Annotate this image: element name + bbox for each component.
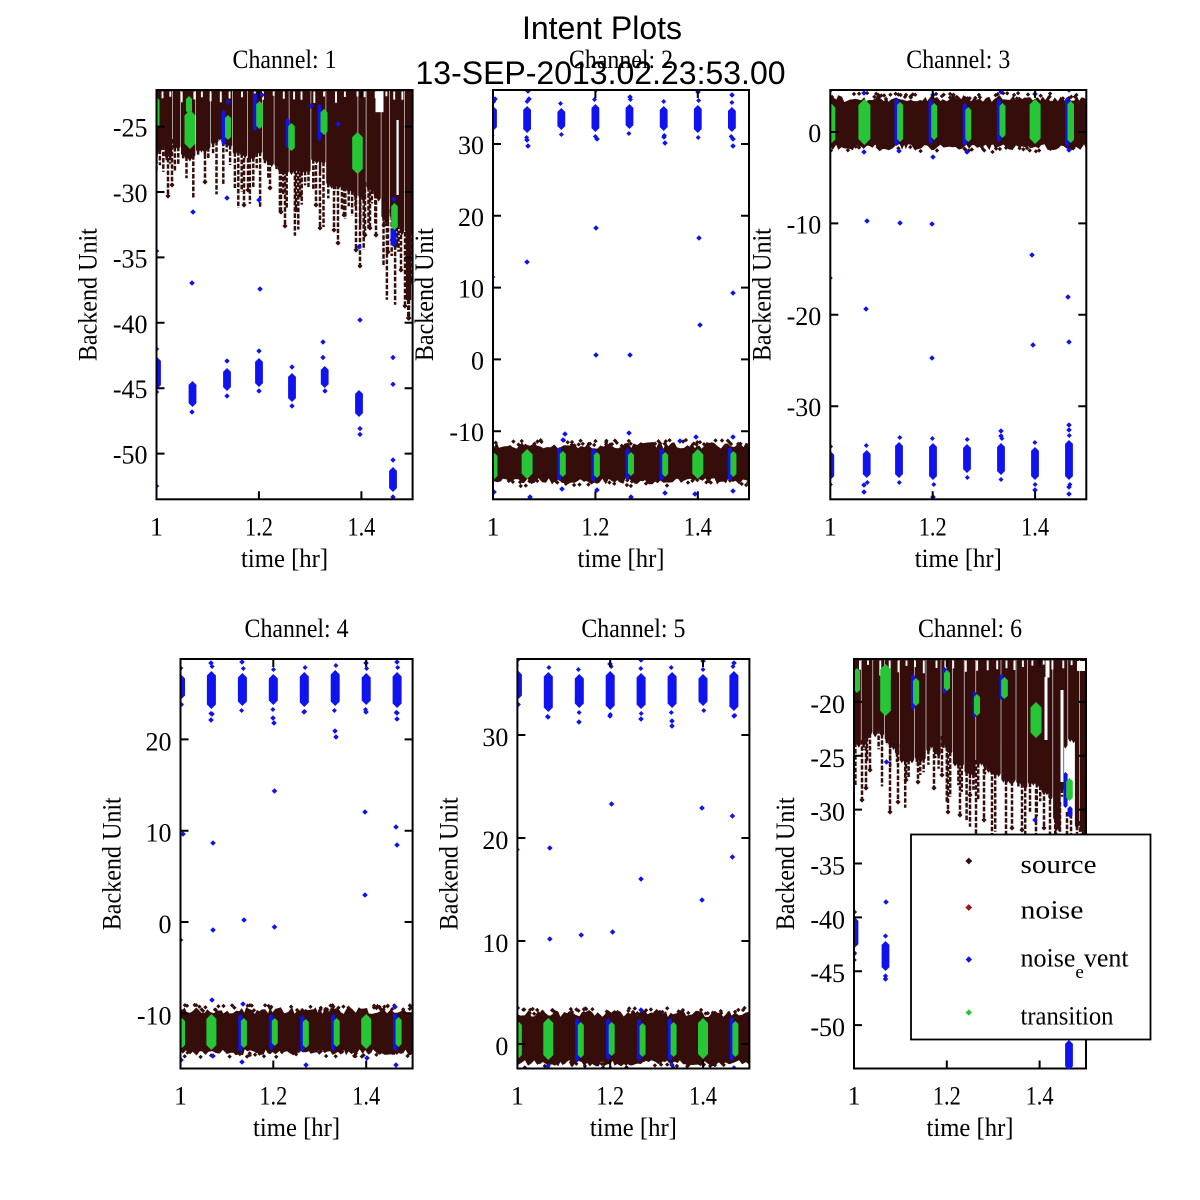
svg-text:-30: -30 xyxy=(810,798,845,827)
svg-text:1: 1 xyxy=(848,1082,861,1111)
svg-text:time [hr]: time [hr] xyxy=(927,1113,1014,1142)
svg-text:1: 1 xyxy=(487,512,500,541)
svg-text:-45: -45 xyxy=(810,959,845,988)
svg-text:time [hr]: time [hr] xyxy=(241,544,328,573)
svg-text:-40: -40 xyxy=(113,310,148,339)
svg-text:1.2: 1.2 xyxy=(933,1082,961,1111)
svg-text:1.2: 1.2 xyxy=(259,1082,287,1111)
svg-text:1.4: 1.4 xyxy=(1026,1082,1054,1111)
svg-text:-10: -10 xyxy=(137,1001,172,1030)
svg-text:-35: -35 xyxy=(810,852,845,881)
svg-text:1: 1 xyxy=(150,512,163,541)
svg-text:1.2: 1.2 xyxy=(581,512,609,541)
svg-text:Channel: 1: Channel: 1 xyxy=(233,45,337,74)
svg-text:1.2: 1.2 xyxy=(245,512,273,541)
svg-text:time [hr]: time [hr] xyxy=(253,1113,340,1142)
svg-text:-30: -30 xyxy=(113,179,148,208)
svg-text:10: 10 xyxy=(146,819,172,848)
svg-text:20: 20 xyxy=(458,203,484,232)
svg-text:0: 0 xyxy=(471,346,484,375)
svg-text:20: 20 xyxy=(482,826,508,855)
svg-text:1.4: 1.4 xyxy=(684,512,712,541)
svg-text:-20: -20 xyxy=(787,302,822,331)
svg-text:Channel: 4: Channel: 4 xyxy=(245,614,349,643)
svg-text:-45: -45 xyxy=(113,375,148,404)
svg-text:13-SEP-2013.02.23:53.00: 13-SEP-2013.02.23:53.00 xyxy=(415,55,785,91)
svg-text:Backend Unit: Backend Unit xyxy=(410,227,439,361)
svg-text:-20: -20 xyxy=(810,690,845,719)
svg-text:Backend Unit: Backend Unit xyxy=(98,797,127,931)
svg-text:noise: noise xyxy=(1021,896,1084,925)
svg-text:Channel: 3: Channel: 3 xyxy=(906,45,1010,74)
svg-text:-35: -35 xyxy=(113,244,148,273)
svg-text:1.2: 1.2 xyxy=(596,1082,624,1111)
svg-text:time [hr]: time [hr] xyxy=(590,1113,677,1142)
svg-text:Channel: 5: Channel: 5 xyxy=(581,614,685,643)
svg-text:time [hr]: time [hr] xyxy=(915,544,1002,573)
svg-text:Backend Unit: Backend Unit xyxy=(434,797,463,931)
svg-text:-30: -30 xyxy=(787,393,822,422)
svg-text:1.4: 1.4 xyxy=(1021,512,1049,541)
svg-text:-25: -25 xyxy=(113,114,148,143)
svg-text:Backend Unit: Backend Unit xyxy=(747,227,776,361)
svg-text:Intent Plots: Intent Plots xyxy=(522,10,682,46)
svg-text:-25: -25 xyxy=(810,744,845,773)
svg-text:Backend Unit: Backend Unit xyxy=(74,227,103,361)
svg-text:Channel: 6: Channel: 6 xyxy=(918,614,1022,643)
svg-text:time [hr]: time [hr] xyxy=(578,544,665,573)
svg-text:-10: -10 xyxy=(787,210,822,239)
svg-text:1.4: 1.4 xyxy=(689,1082,717,1111)
svg-text:0: 0 xyxy=(495,1032,508,1061)
svg-text:10: 10 xyxy=(482,929,508,958)
svg-text:1: 1 xyxy=(511,1082,524,1111)
svg-text:-10: -10 xyxy=(449,418,484,447)
svg-text:1: 1 xyxy=(824,512,837,541)
svg-text:30: 30 xyxy=(482,723,508,752)
svg-text:Channel: 2: Channel: 2 xyxy=(569,45,673,74)
svg-text:source: source xyxy=(1021,850,1097,879)
svg-text:Backend Unit: Backend Unit xyxy=(771,797,800,931)
svg-text:1.2: 1.2 xyxy=(919,512,947,541)
svg-text:10: 10 xyxy=(458,275,484,304)
svg-text:20: 20 xyxy=(146,727,172,756)
svg-text:-40: -40 xyxy=(810,905,845,934)
svg-text:-50: -50 xyxy=(810,1013,845,1042)
svg-text:1.4: 1.4 xyxy=(352,1082,380,1111)
svg-text:0: 0 xyxy=(808,119,821,148)
svg-text:-50: -50 xyxy=(113,441,148,470)
svg-text:1.4: 1.4 xyxy=(347,512,375,541)
svg-text:1: 1 xyxy=(174,1082,187,1111)
svg-text:transition: transition xyxy=(1021,1002,1114,1031)
svg-text:30: 30 xyxy=(458,131,484,160)
svg-text:0: 0 xyxy=(159,910,172,939)
